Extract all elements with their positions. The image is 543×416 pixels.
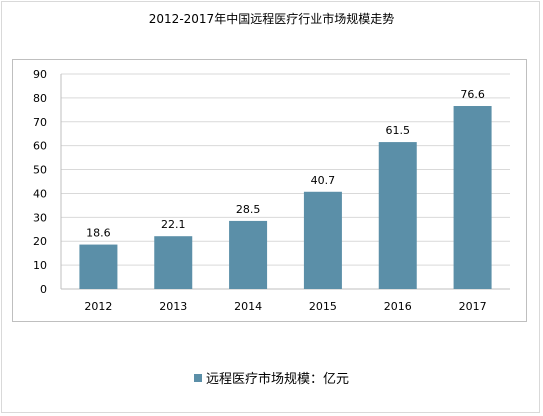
- y-tick-label: 30: [33, 211, 47, 224]
- y-tick-label: 80: [33, 92, 47, 105]
- y-tick-label: 50: [33, 164, 47, 177]
- legend-swatch: [193, 373, 202, 382]
- bar: [378, 142, 417, 289]
- y-tick-label: 70: [33, 116, 47, 129]
- bar: [229, 220, 268, 289]
- x-tick-label: 2014: [234, 300, 262, 313]
- legend-label: 远程医疗市场规模：亿元: [205, 372, 349, 387]
- x-tick-label: 2015: [309, 300, 337, 313]
- x-tick-label: 2012: [84, 300, 112, 313]
- y-tick-label: 40: [33, 187, 47, 200]
- x-tick-label: 2017: [459, 300, 487, 313]
- data-label: 22.1: [161, 218, 186, 231]
- bar: [79, 244, 118, 289]
- x-tick-label: 2016: [384, 300, 412, 313]
- bar: [303, 191, 342, 289]
- chart-title: 2012-2017年中国远程医疗行业市场规模走势: [148, 12, 395, 26]
- y-tick-label: 90: [33, 68, 47, 81]
- data-label: 28.5: [236, 203, 261, 216]
- x-tick-label: 2013: [159, 300, 187, 313]
- y-tick-label: 0: [40, 283, 47, 296]
- bar: [453, 106, 492, 289]
- legend: 远程医疗市场规模：亿元: [0, 368, 543, 387]
- data-label: 61.5: [386, 124, 411, 137]
- data-label: 40.7: [311, 174, 336, 187]
- bar: [154, 236, 193, 289]
- y-tick-label: 60: [33, 140, 47, 153]
- plot-area-border: [12, 59, 527, 322]
- y-tick-label: 20: [33, 235, 47, 248]
- data-label: 76.6: [460, 88, 485, 101]
- y-tick-label: 10: [33, 259, 47, 272]
- data-label: 18.6: [86, 227, 111, 240]
